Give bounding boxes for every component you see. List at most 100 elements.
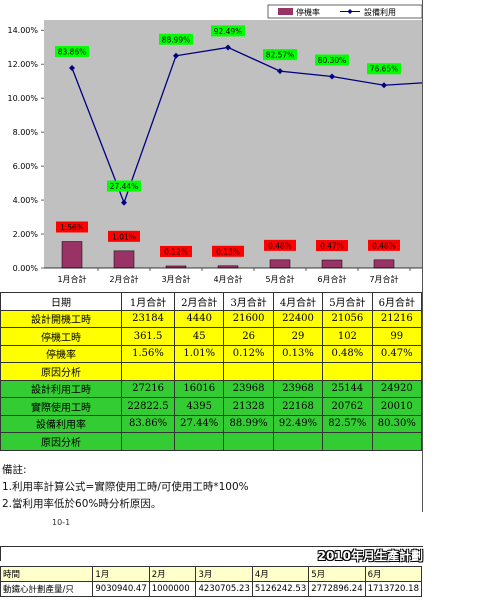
- table-row: 停機工時 361.5 45 26 29 102 99: [0, 327, 423, 346]
- table-cell: 24920: [371, 379, 423, 398]
- table-row: 設計利用工時 27216 16016 23968 23968 25144 24920: [0, 379, 423, 398]
- production-plan-title: 2010年月生產計劃: [0, 546, 423, 563]
- header-cell: 3月合計: [223, 292, 274, 311]
- production-cell: 1月: [92, 566, 150, 582]
- bar-data-label: 0.12%: [164, 247, 188, 256]
- table-cell: 4395: [174, 397, 225, 416]
- y-axis-ticks: 0.00% 2.00% 4.00% 6.00% 8.00% 10.00% 12.00% 14.…: [7, 26, 44, 273]
- table-cell: 27.44%: [174, 414, 225, 433]
- bar-data-label: 1.01%: [112, 232, 136, 241]
- row-label: 實際使用工時: [0, 397, 122, 416]
- line-data-label: 88.99%: [162, 35, 191, 44]
- table-cell: 29: [272, 327, 324, 346]
- table-cell: 1.56%: [120, 344, 176, 363]
- table-row: 設計開機工時 23184 4440 21600 22400 21056 21216: [0, 309, 423, 328]
- row-label: 停機工時: [0, 327, 122, 346]
- legend-line-marker: [347, 9, 353, 14]
- line-data-label: 80.30%: [318, 56, 347, 65]
- row-label: 設備利用率: [0, 414, 122, 433]
- bar-data-label: 0.47%: [320, 242, 344, 251]
- production-cell: 時間: [0, 566, 94, 582]
- row-label: 原因分析: [0, 432, 122, 451]
- table-cell: [223, 362, 274, 381]
- bar-label-bg: [264, 239, 296, 251]
- x-tick-label: 3月合計: [161, 274, 190, 284]
- table-cell: 102: [322, 327, 373, 346]
- line-data-label: 92.49%: [214, 27, 243, 36]
- right-border-line: [422, 0, 423, 512]
- production-cell: 3月: [195, 566, 253, 582]
- production-cell: 6月: [364, 566, 423, 582]
- line-point: [69, 65, 75, 72]
- x-tick-label: 5月合計: [265, 274, 294, 284]
- table-cell: 361.5: [120, 327, 176, 346]
- utilization-table: 日期 1月合計 2月合計 3月合計 4月合計 5月合計 6月合計 設計開機工時 23184 444…: [0, 292, 423, 451]
- table-cell: 0.13%: [272, 344, 324, 363]
- table-row: 實際使用工時 22822.5 4395 21328 22168 20762 20010: [0, 397, 423, 416]
- table-cell: 21600: [223, 309, 274, 328]
- y-tick-label: 4.00%: [13, 196, 39, 205]
- bar-data-label: 0.48%: [268, 241, 292, 250]
- table-cell: 45: [174, 327, 225, 346]
- bar-data-label: 0.48%: [372, 241, 396, 250]
- x-tick-label: 4月合計: [213, 274, 242, 284]
- production-cell: 動鐵心計劃產量/只: [0, 581, 94, 597]
- line-data-label: 82.57%: [266, 51, 295, 60]
- table-cell: 23184: [120, 309, 176, 328]
- legend-bar-swatch: [278, 8, 293, 15]
- x-tick-label: 1月合計: [57, 274, 86, 284]
- notes: 備註: 1.利用率計算公式=實際使用工時/可使用工時*100% 2.當利用率低於…: [2, 462, 422, 513]
- y-tick-label: 2.00%: [13, 230, 39, 239]
- bar: [113, 250, 135, 269]
- table-cell: [322, 432, 373, 451]
- line-label-bg: [367, 63, 401, 75]
- line-path: [71, 46, 422, 205]
- production-plan-table: 時間 1月 2月 3月 4月 5月 6月 動鐵心計劃產量/只 9030940.47 1000000…: [0, 566, 423, 597]
- production-cell: 5126242.53: [251, 581, 310, 597]
- table-cell: 21328: [223, 397, 274, 416]
- line-label-bg: [159, 33, 193, 45]
- notes-line-2: 2.當利用率低於60%時分析原因。: [2, 498, 162, 510]
- production-cell: 2月: [148, 566, 197, 582]
- notes-line-1: 1.利用率計算公式=實際使用工時/可使用工時*100%: [2, 481, 249, 493]
- header-cell: 6月合計: [371, 292, 423, 311]
- bar-label-bg: [212, 245, 244, 257]
- bar: [269, 259, 291, 269]
- row-label: 原因分析: [0, 362, 122, 381]
- table-cell: 82.57%: [322, 414, 373, 433]
- line-label-bg: [315, 54, 349, 66]
- y-tick-label: 6.00%: [13, 162, 39, 171]
- table-cell: 21056: [322, 309, 373, 328]
- bar: [61, 241, 83, 269]
- table-cell: [322, 362, 373, 381]
- row-label: 停機率: [0, 344, 122, 363]
- table-cell: 20010: [371, 397, 423, 416]
- production-cell: 4月: [251, 566, 310, 582]
- line-point: [381, 82, 387, 89]
- bar-label-bg: [368, 239, 400, 251]
- row-label: 設計開機工時: [0, 309, 122, 328]
- table-cell: 99: [371, 327, 423, 346]
- production-cell: 1000000: [148, 581, 197, 597]
- legend-bar-label: 停機率: [296, 7, 320, 17]
- header-cell: 5月合計: [322, 292, 373, 311]
- line-label-bg: [107, 180, 141, 192]
- line-series: 83.86% 27.44% 88.99% 92.49% 82.57% 80.30% 76.6…: [55, 25, 422, 206]
- table-cell: 25144: [322, 379, 373, 398]
- notes-title: 備註:: [2, 464, 27, 476]
- line-label-bg: [263, 49, 297, 61]
- y-tick-label: 10.00%: [7, 94, 38, 103]
- table-row: 原因分析: [0, 362, 423, 381]
- table-cell: 88.99%: [223, 414, 274, 433]
- row-label: 設計利用工時: [0, 379, 122, 398]
- bar: [373, 259, 395, 269]
- table-cell: 0.12%: [223, 344, 274, 363]
- line-point: [225, 44, 231, 51]
- production-row: 動鐵心計劃產量/只 9030940.47 1000000 4230705.23 5126…: [0, 581, 423, 597]
- bar-label-bg: [56, 221, 88, 233]
- bar-label-bg: [160, 245, 192, 257]
- line-label-bg: [55, 46, 89, 58]
- table-cell: 4440: [174, 309, 225, 328]
- table-cell: [120, 362, 176, 381]
- table-cell: [272, 432, 324, 451]
